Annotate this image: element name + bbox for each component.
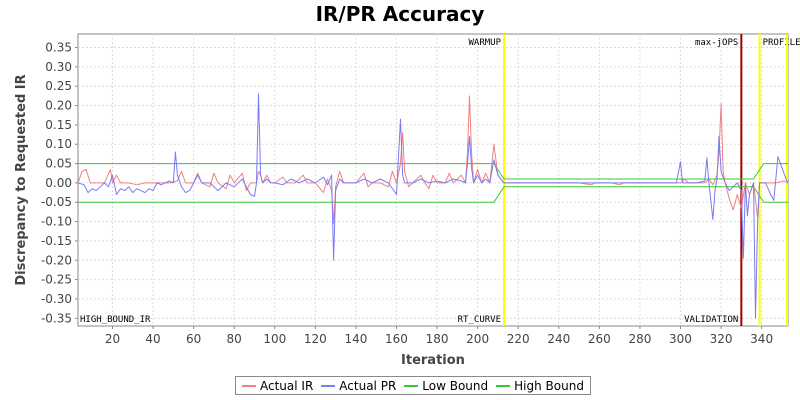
legend-item: Actual PR (321, 379, 396, 393)
x-tick-label: 100 (263, 332, 286, 346)
phase-marker-label: VALIDATION (684, 315, 738, 325)
series-line-low-bound (78, 186, 788, 203)
series-lines (77, 93, 789, 319)
y-tick-label: -0.30 (41, 292, 72, 306)
x-tick-label: 340 (750, 332, 773, 346)
x-tick-label: 80 (227, 332, 242, 346)
y-tick-label: 0.15 (45, 118, 72, 132)
plot-background (77, 33, 789, 327)
x-tick-label: 260 (588, 332, 611, 346)
legend-item: High Bound (496, 379, 584, 393)
x-axis-ticks: 20 40 60 80 100 120 140 160 180 200 220 240 260 280 30… (105, 326, 773, 346)
x-tick-label: 60 (186, 332, 201, 346)
x-tick-label: 300 (669, 332, 692, 346)
phase-marker-label: PROFILE (763, 38, 800, 48)
legend-swatch (242, 384, 256, 387)
y-axis-ticks: -0.35 -0.30 -0.25 -0.20 -0.15 -0.10 -0.05 0.00 0… (41, 41, 78, 325)
x-tick-label: 40 (145, 332, 160, 346)
phase-marker-label: max-jOPS (695, 38, 738, 48)
legend-swatch (496, 384, 511, 387)
x-tick-label: 280 (628, 332, 651, 346)
y-tick-label: 0.05 (45, 157, 72, 171)
y-tick-label: -0.10 (41, 215, 72, 229)
legend-swatch (321, 384, 336, 387)
y-tick-label: 0.35 (45, 41, 72, 55)
x-tick-label: 160 (385, 332, 408, 346)
y-tick-label: 0.10 (45, 137, 72, 151)
x-tick-label: 200 (466, 332, 489, 346)
legend-swatch (404, 384, 419, 387)
x-tick-label: 320 (710, 332, 733, 346)
y-tick-label: -0.15 (41, 234, 72, 248)
y-axis-title: Discrepancy to Requested IR (14, 74, 29, 285)
y-tick-label: 0.30 (45, 60, 72, 74)
x-tick-label: 220 (507, 332, 530, 346)
phase-markers: WARMUP RT_CURVE max-jOPS VALIDATION PROFILE (458, 34, 800, 326)
x-tick-label: 180 (426, 332, 449, 346)
x-tick-label: 240 (547, 332, 570, 346)
x-tick-label: 120 (304, 332, 327, 346)
y-tick-label: 0.20 (45, 99, 72, 113)
legend-item: Low Bound (404, 379, 488, 393)
x-axis-title: Iteration (401, 353, 465, 368)
legend-label: Actual IR (260, 378, 314, 393)
y-tick-label: 0.00 (45, 176, 72, 190)
phase-marker-label: RT_CURVE (458, 315, 501, 325)
phase-marker-label: WARMUP (468, 38, 501, 48)
y-tick-label: 0.25 (45, 79, 72, 93)
legend-label: High Bound (514, 378, 584, 393)
series-line-high-bound (78, 163, 788, 180)
y-tick-label: -0.20 (41, 253, 72, 267)
y-tick-label: -0.25 (41, 273, 72, 287)
series-line-actual-pr (77, 93, 789, 319)
y-tick-label: -0.35 (41, 311, 72, 325)
corner-label: HIGH_BOUND_IR (80, 315, 151, 325)
x-tick-label: 20 (105, 332, 120, 346)
chart-title: IR/PR Accuracy (315, 2, 485, 26)
legend-label: Low Bound (422, 378, 489, 393)
legend-label: Actual PR (339, 378, 397, 393)
legend-item: Actual IR (242, 379, 313, 393)
x-tick-label: 140 (344, 332, 367, 346)
legend: Actual IR Actual PR Low Bound High Bound (235, 376, 591, 395)
y-tick-label: -0.05 (41, 195, 72, 209)
grid-lines (78, 34, 788, 326)
